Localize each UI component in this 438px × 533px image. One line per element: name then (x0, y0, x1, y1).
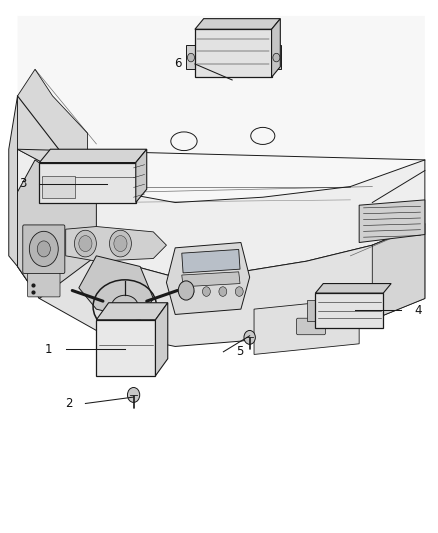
Circle shape (235, 287, 243, 296)
FancyBboxPatch shape (39, 163, 136, 203)
Text: 1: 1 (45, 343, 53, 356)
FancyBboxPatch shape (28, 273, 60, 297)
Polygon shape (18, 160, 96, 298)
Circle shape (187, 53, 194, 62)
FancyBboxPatch shape (153, 337, 162, 359)
FancyBboxPatch shape (186, 45, 196, 69)
FancyBboxPatch shape (195, 29, 272, 77)
Circle shape (219, 287, 227, 296)
Polygon shape (359, 200, 425, 243)
Polygon shape (39, 149, 147, 163)
Circle shape (178, 281, 194, 300)
FancyBboxPatch shape (96, 320, 155, 376)
Polygon shape (155, 303, 168, 376)
Circle shape (202, 287, 210, 296)
Circle shape (74, 230, 96, 257)
Text: 5: 5 (237, 345, 244, 358)
Circle shape (273, 53, 280, 62)
FancyBboxPatch shape (23, 225, 65, 273)
Circle shape (127, 387, 140, 402)
FancyBboxPatch shape (297, 318, 325, 335)
Circle shape (244, 330, 255, 344)
Polygon shape (66, 227, 166, 261)
Polygon shape (18, 16, 425, 203)
Polygon shape (18, 69, 88, 187)
FancyBboxPatch shape (42, 176, 75, 198)
Circle shape (79, 236, 92, 252)
Text: 4: 4 (414, 304, 421, 317)
Circle shape (186, 287, 194, 296)
Polygon shape (136, 149, 147, 203)
Polygon shape (195, 19, 280, 29)
Ellipse shape (112, 295, 138, 318)
Polygon shape (9, 96, 39, 298)
Polygon shape (166, 243, 250, 314)
Circle shape (114, 236, 127, 252)
Polygon shape (96, 303, 168, 320)
Polygon shape (18, 149, 425, 277)
Polygon shape (254, 298, 359, 354)
Polygon shape (272, 19, 280, 77)
Polygon shape (315, 284, 391, 293)
Circle shape (110, 230, 131, 257)
Polygon shape (182, 272, 240, 287)
Polygon shape (79, 256, 153, 320)
Text: 3: 3 (19, 177, 26, 190)
Polygon shape (18, 192, 425, 346)
Polygon shape (372, 224, 425, 320)
FancyBboxPatch shape (307, 300, 316, 321)
FancyBboxPatch shape (315, 293, 383, 328)
FancyBboxPatch shape (272, 45, 281, 69)
Text: 2: 2 (65, 397, 72, 410)
Circle shape (29, 231, 58, 266)
Circle shape (37, 241, 50, 257)
Polygon shape (182, 249, 240, 273)
Text: 6: 6 (174, 58, 182, 70)
